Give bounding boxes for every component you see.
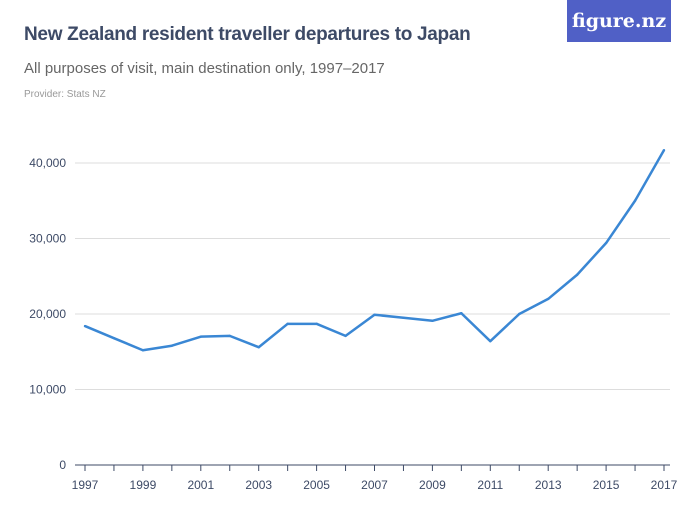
data-point: [633, 199, 637, 202]
x-tick-label: 2011: [477, 478, 503, 492]
data-point: [575, 273, 579, 276]
data-point: [228, 334, 231, 338]
data-point: [604, 241, 608, 245]
x-tick-label: 2013: [535, 478, 562, 492]
data-point: [547, 297, 550, 301]
data-point: [286, 322, 289, 326]
data-point: [170, 344, 174, 347]
data-point: [83, 324, 87, 328]
y-tick-label: 40,000: [29, 156, 66, 170]
data-point: [112, 336, 116, 340]
x-tick-label: 1999: [130, 478, 157, 492]
data-point: [344, 334, 347, 338]
data-point: [662, 148, 666, 152]
data-point: [257, 346, 260, 349]
x-tick-label: 2003: [245, 478, 272, 492]
x-tick-label: 2009: [419, 478, 446, 492]
y-tick-label: 10,000: [29, 383, 66, 397]
chart-subtitle: All purposes of visit, main destination …: [24, 60, 385, 77]
data-point: [373, 313, 376, 316]
x-tick-label: 2007: [361, 478, 388, 492]
data-point: [315, 322, 318, 326]
x-tick-label: 2015: [593, 478, 620, 492]
data-point: [199, 335, 202, 338]
x-tick-label: 2005: [303, 478, 330, 492]
data-point: [460, 312, 463, 315]
x-tick-label: 2017: [651, 478, 678, 492]
y-tick-label: 0: [59, 458, 66, 472]
x-tick-label: 2001: [187, 478, 214, 492]
series-line: [84, 149, 666, 352]
data-point: [518, 312, 521, 316]
data-point: [489, 339, 492, 343]
x-tick-label: 1997: [72, 478, 99, 492]
provider-label: Provider: Stats NZ: [24, 89, 106, 100]
y-tick-label: 30,000: [29, 232, 66, 246]
chart-title: New Zealand resident traveller departure…: [24, 24, 471, 45]
data-point: [141, 349, 145, 352]
data-point: [431, 319, 434, 322]
y-tick-label: 20,000: [29, 307, 66, 321]
data-point: [402, 316, 405, 319]
figure-nz-logo[interactable]: figure.nz: [567, 0, 671, 42]
